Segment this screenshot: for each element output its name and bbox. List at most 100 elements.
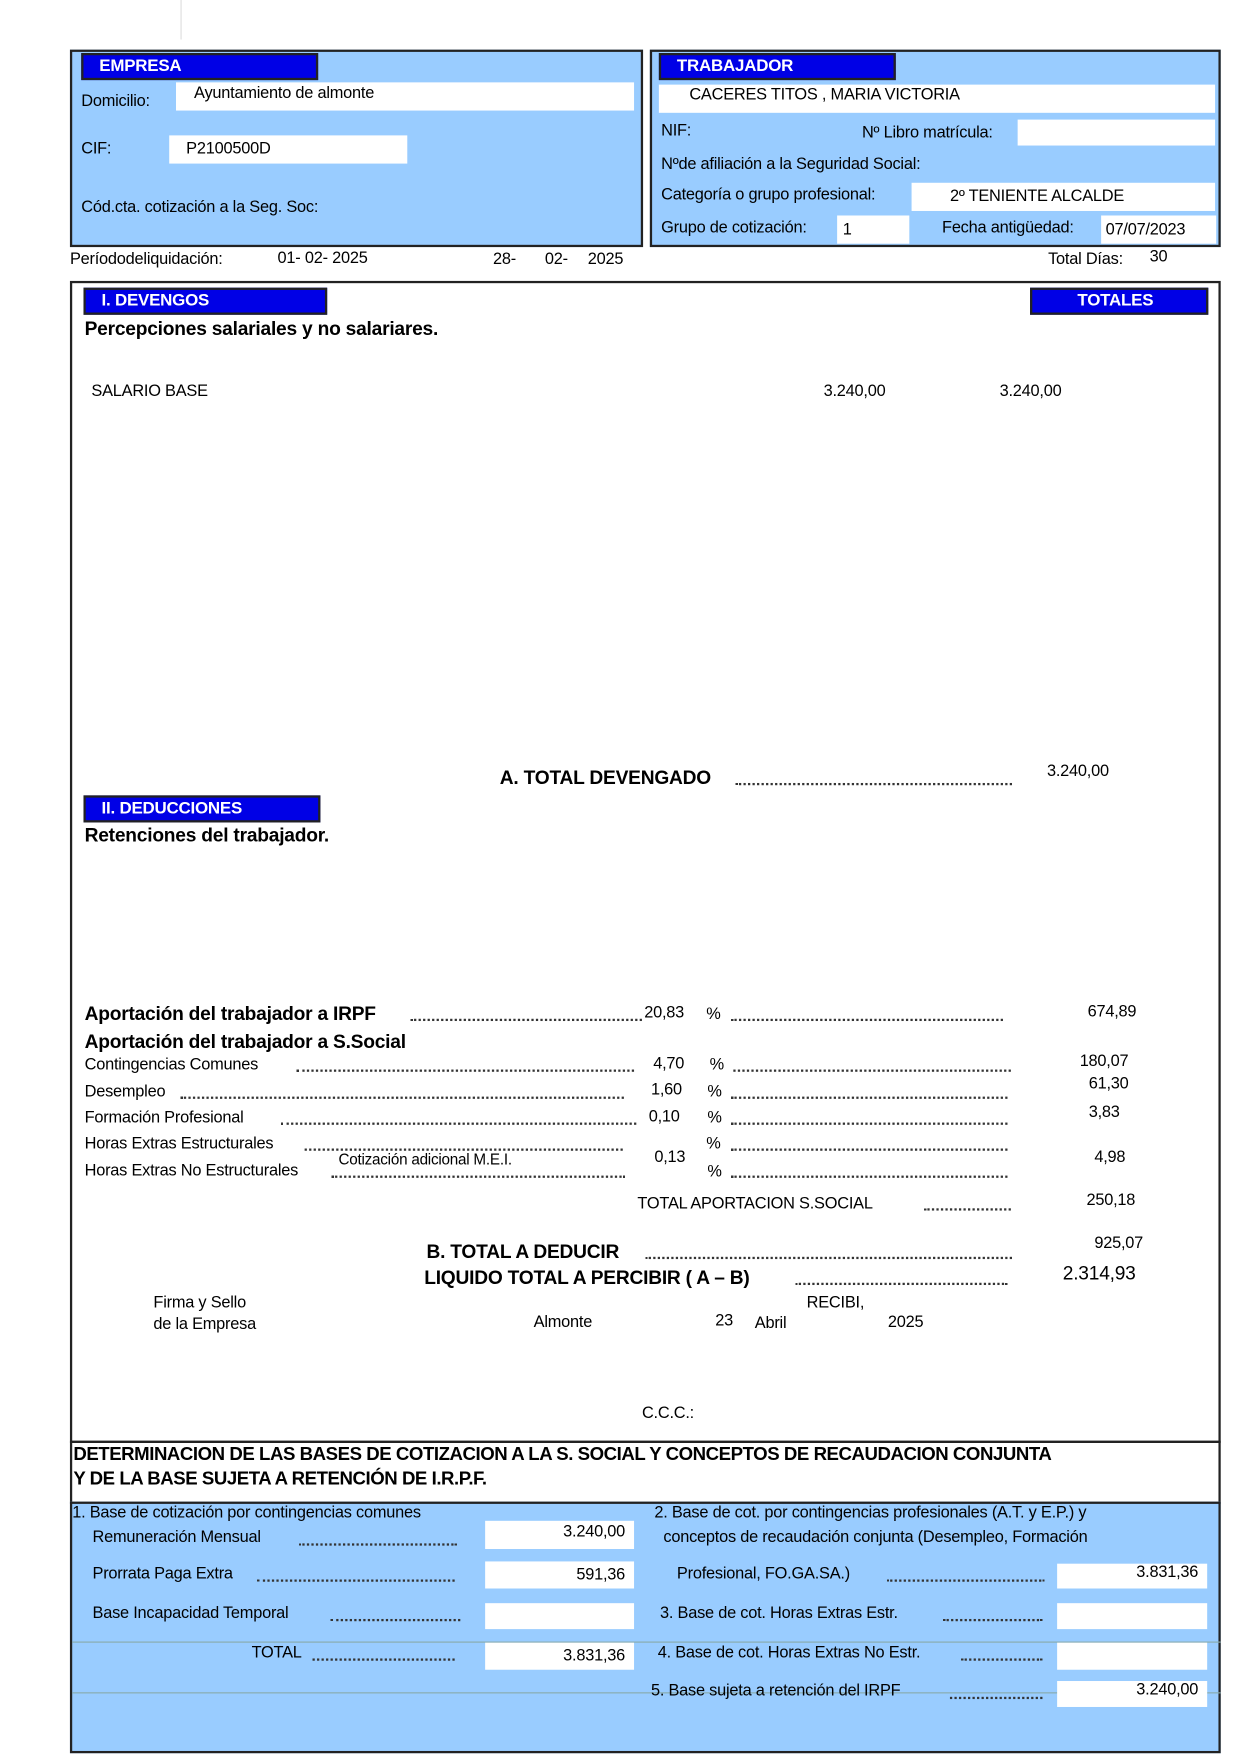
leader-dots xyxy=(331,1175,626,1178)
he-estr-label: Horas Extras Estructurales xyxy=(84,1134,274,1154)
trabajador-panel xyxy=(649,49,1221,248)
categoria-label: Categoría o grupo profesional: xyxy=(661,186,876,205)
leader-dots xyxy=(312,1658,455,1661)
b5-field: 3.240,00 xyxy=(1057,1681,1208,1707)
total-dias-label: Total Días: xyxy=(1048,250,1123,269)
antiguedad-label: Fecha antigüedad: xyxy=(942,218,1074,237)
pct-sign: % xyxy=(707,1109,722,1128)
leader-dots xyxy=(961,1658,1043,1661)
fecha-dia: 23 xyxy=(715,1312,734,1331)
b3-field xyxy=(1057,1603,1208,1630)
totales-header: TOTALES xyxy=(1030,287,1209,315)
total-deducir-label: B. TOTAL A DEDUCIR xyxy=(426,1241,620,1263)
leader-dots xyxy=(410,1018,642,1022)
b2-field: 3.831,36 xyxy=(1057,1563,1208,1589)
irpf-importe: 674,89 xyxy=(1087,1002,1137,1022)
categoria-field: 2º TENIENTE ALCALDE xyxy=(911,182,1216,211)
irpf-label: Aportación del trabajador a IRPF xyxy=(84,1002,376,1025)
total-dias: 30 xyxy=(1149,248,1168,267)
b2-line3: Profesional, FO.GA.SA.) xyxy=(676,1564,850,1583)
deducciones-header: II. DEDUCCIONES xyxy=(83,795,321,823)
formacion-importe: 3,83 xyxy=(1088,1103,1120,1122)
desempleo-pct: 1,60 xyxy=(650,1080,682,1099)
leader-dots xyxy=(280,1122,637,1125)
formacion-label: Formación Profesional xyxy=(84,1109,244,1128)
b1-label: 1. Base de cotización por contingencias … xyxy=(72,1503,421,1522)
desempleo-importe: 61,30 xyxy=(1088,1075,1129,1094)
leader-dots xyxy=(731,1018,1003,1022)
bases-panel xyxy=(69,1501,1221,1754)
periodo-hasta-anio: 2025 xyxy=(587,250,624,269)
total-devengado-label: A. TOTAL DEVENGADO xyxy=(499,767,711,789)
grupo-label: Grupo de cotización: xyxy=(661,218,807,237)
leader-dots xyxy=(731,1122,1008,1125)
leader-dots xyxy=(733,1069,1011,1072)
prorrata-field: 591,36 xyxy=(485,1561,635,1589)
total-devengado: 3.240,00 xyxy=(1046,762,1109,781)
leader-dots xyxy=(304,1148,623,1151)
mei-label: Cotización adicional M.E.I. xyxy=(338,1150,512,1168)
leader-dots xyxy=(795,1282,1008,1286)
firma-line1: Firma y Sello xyxy=(153,1294,246,1313)
gridline xyxy=(72,1692,1221,1694)
leader-dots xyxy=(943,1618,1043,1622)
leader-dots xyxy=(923,1208,1011,1211)
nif-label: NIF: xyxy=(661,121,692,140)
he-noestr-label: Horas Extras No Estructurales xyxy=(84,1162,299,1181)
leader-dots xyxy=(330,1618,461,1622)
contingencias-label: Contingencias Comunes xyxy=(84,1055,259,1075)
periodo-hasta-dia: 28- xyxy=(493,250,516,269)
domicilio-label: Domicilio: xyxy=(81,92,150,111)
divider xyxy=(180,0,182,40)
leader-dots xyxy=(180,1096,624,1099)
periodo-label: Períododeliquidación: xyxy=(69,250,223,269)
libro-label: Nº Libro matrícula: xyxy=(861,124,993,143)
remuneracion-label: Remuneración Mensual xyxy=(92,1528,261,1547)
pct-sign: % xyxy=(709,1055,725,1075)
fecha-anio: 2025 xyxy=(887,1313,924,1332)
trabajador-nombre: CACERES TITOS , MARIA VICTORIA xyxy=(658,84,1216,113)
gridline xyxy=(72,1641,1221,1643)
leader-dots xyxy=(731,1096,1008,1099)
devengo-importe: 3.240,00 xyxy=(823,382,886,401)
leader-dots xyxy=(257,1579,455,1582)
bases-title-line1: DETERMINACION DE LAS BASES DE COTIZACION… xyxy=(73,1444,1052,1465)
ss-label: Aportación del trabajador a S.Social xyxy=(84,1031,406,1053)
deducciones-subtitle: Retenciones del trabajador. xyxy=(84,824,330,847)
desempleo-label: Desempleo xyxy=(84,1083,166,1102)
prorrata-label: Prorrata Paga Extra xyxy=(92,1564,234,1583)
ccc-label: Cód.cta. cotización a la Seg. Soc: xyxy=(81,198,319,217)
afiliacion-label: Nºde afiliación a la Seguridad Social: xyxy=(661,155,921,174)
leader-dots xyxy=(731,1148,1008,1151)
mei-pct: 0,13 xyxy=(654,1148,686,1167)
leader-dots xyxy=(645,1256,1012,1260)
mei-importe: 4,98 xyxy=(1094,1148,1126,1167)
libro-field xyxy=(1017,119,1216,146)
b2-line2: conceptos de recaudación conjunta (Desem… xyxy=(663,1528,1088,1547)
fecha-mes: Abril xyxy=(754,1314,787,1333)
incapacidad-field xyxy=(485,1603,635,1630)
formacion-pct: 0,10 xyxy=(648,1107,680,1126)
liquido-label: LIQUIDO TOTAL A PERCIBIR ( A – B) xyxy=(424,1266,750,1289)
b4-field xyxy=(1057,1642,1208,1670)
periodo-desde: 01- 02- 2025 xyxy=(277,249,368,268)
contingencias-pct: 4,70 xyxy=(653,1054,685,1073)
devengos-subtitle: Percepciones salariales y no salariares. xyxy=(84,318,439,340)
b2-line1: 2. Base de cot. por contingencias profes… xyxy=(654,1503,1087,1522)
leader-dots xyxy=(731,1175,1008,1178)
b4-label: 4. Base de cot. Horas Extras No Estr. xyxy=(657,1643,921,1662)
firma-line2: de la Empresa xyxy=(153,1315,256,1334)
irpf-pct: 20,83 xyxy=(644,1004,685,1023)
incapacidad-label: Base Incapacidad Temporal xyxy=(92,1604,289,1623)
cif-label: CIF: xyxy=(81,139,112,158)
leader-dots xyxy=(886,1579,1045,1582)
ccc-label-bottom: C.C.C.: xyxy=(641,1404,695,1423)
pct-sign: % xyxy=(706,1134,721,1154)
total-ss: 250,18 xyxy=(1086,1191,1136,1210)
leader-dots xyxy=(735,782,1012,786)
leader-dots xyxy=(949,1696,1043,1700)
lugar: Almonte xyxy=(533,1313,593,1332)
bases-title-line2: Y DE LA BASE SUJETA A RETENCIÓN DE I.R.P… xyxy=(73,1468,487,1490)
periodo-hasta-mes: 02- xyxy=(544,250,568,269)
